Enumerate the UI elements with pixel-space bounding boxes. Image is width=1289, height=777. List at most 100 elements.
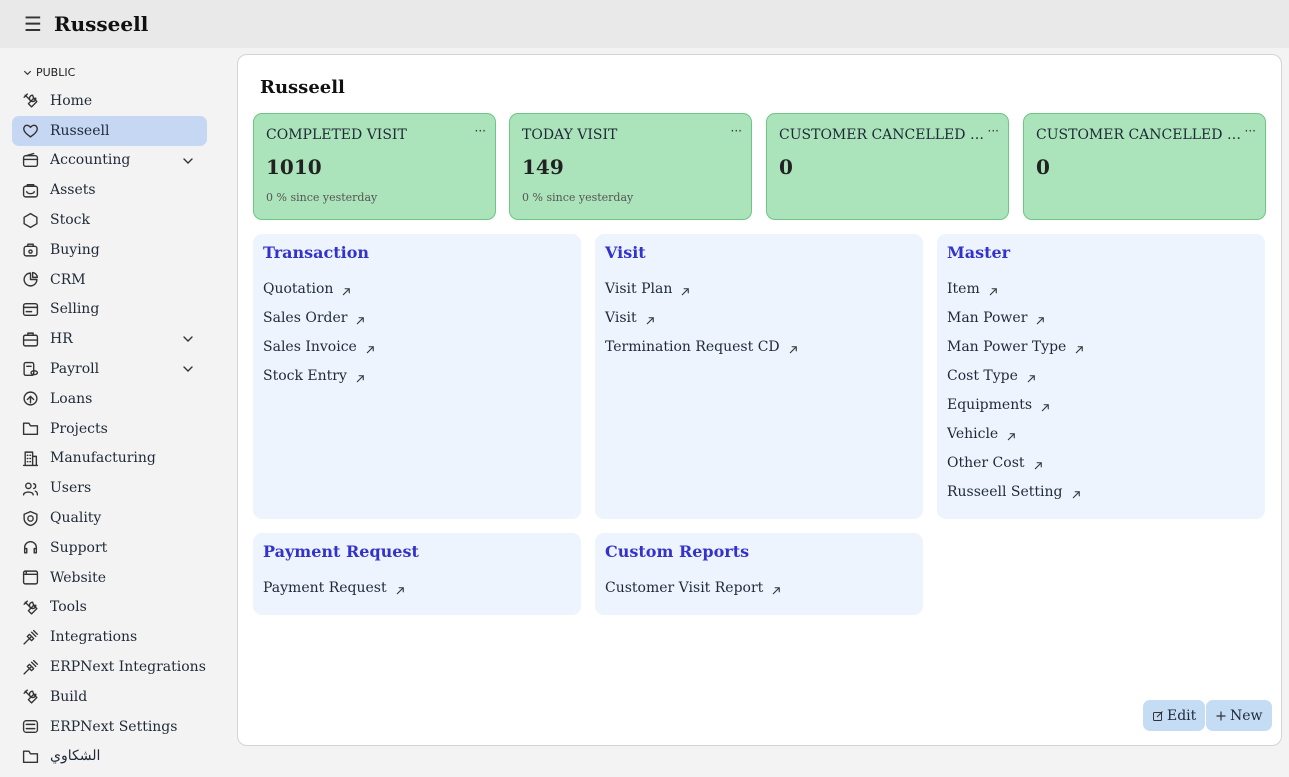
sidebar-item-label: HR [50,331,73,348]
link-visit[interactable]: Visit [605,310,913,339]
link-list: Customer Visit Report [605,580,913,609]
number-card-value: 149 [522,155,564,179]
number-card-label: COMPLETED VISIT [266,127,407,143]
sidebar-item-label: Stock [50,212,90,229]
sidebar-item-hr[interactable]: HR [12,324,207,354]
link-man-power[interactable]: Man Power [947,310,1255,339]
more-options-icon[interactable]: ··· [987,124,999,138]
more-options-icon[interactable]: ··· [1244,124,1256,138]
sidebar-item-accounting[interactable]: Accounting [12,146,207,176]
sidebar-item-integrations[interactable]: Integrations [12,622,207,652]
sidebar-item-home[interactable]: Home [12,86,207,116]
sidebar-item-build[interactable]: Build [12,682,207,712]
arrow-up-right-icon [1027,375,1035,383]
arrow-up-right-icon [646,317,654,325]
card-visit: Visit Visit Plan Visit Termination Request … [595,234,923,519]
link-other-cost[interactable]: Other Cost [947,455,1255,484]
link-stock-entry[interactable]: Stock Entry [263,368,571,397]
number-card[interactable]: COMPLETED VISIT ··· 1010 0 % since yesterda… [253,113,496,220]
users-icon [22,482,39,496]
link-equipments[interactable]: Equipments [947,397,1255,426]
sidebar-item-assets[interactable]: Assets [12,175,207,205]
link-label: Russeell Setting [947,484,1063,500]
arrow-up-right-icon [366,346,374,354]
more-options-icon[interactable]: ··· [474,124,486,138]
sidebar-item-projects[interactable]: Projects [12,414,207,444]
sidebar-item-crm[interactable]: CRM [12,265,207,295]
hamburger-icon[interactable]: ☰ [24,12,42,36]
link-cost-type[interactable]: Cost Type [947,368,1255,397]
link-label: Payment Request [263,580,387,596]
link-sales-invoice[interactable]: Sales Invoice [263,339,571,368]
number-card[interactable]: TODAY VISIT ··· 149 0 % since yesterday [509,113,752,220]
link-label: Sales Order [263,310,348,326]
link-label: Customer Visit Report [605,580,764,596]
building-icon [22,451,39,467]
sidebar-item-label: Users [50,480,92,497]
link-russeell-setting[interactable]: Russeell Setting [947,484,1255,513]
sidebar-item-label: CRM [50,271,86,288]
link-sales-order[interactable]: Sales Order [263,310,571,339]
sidebar-item-quality[interactable]: Quality [12,503,207,533]
tools-icon [23,93,38,108]
arrow-up-right-icon [1041,404,1049,412]
arrow-up-right-icon [773,587,781,595]
chevron-down-icon [23,70,32,76]
hexagon-icon [23,212,38,228]
sidebar-item-payroll[interactable]: Payroll [12,354,207,384]
page-title: Russeell [260,77,345,98]
sidebar-item-selling[interactable]: Selling [12,295,207,325]
link-customer-visit-report[interactable]: Customer Visit Report [605,580,913,609]
sidebar-item-website[interactable]: Website [12,563,207,593]
sidebar: PUBLIC Home Russeell Accounting Assets Stock… [0,48,222,777]
browser-icon [22,570,39,585]
link-visit-plan[interactable]: Visit Plan [605,281,913,310]
link-man-power-type[interactable]: Man Power Type [947,339,1255,368]
number-card-value: 0 [1036,155,1050,179]
wallet-icon [22,152,39,168]
number-card-trend: 0 % since yesterday [522,191,634,204]
arrow-up-right-icon [1037,317,1045,325]
sidebar-item-label: ERPNext Settings [50,718,178,735]
more-options-icon[interactable]: ··· [730,124,742,138]
sidebar-item-stock[interactable]: Stock [12,205,207,235]
card-title: Custom Reports [605,542,750,561]
sidebar-item-loans[interactable]: Loans [12,384,207,414]
arrow-up-right-icon [1072,491,1080,499]
link-termination-request-cd[interactable]: Termination Request CD [605,339,913,368]
headset-icon [23,541,38,554]
sidebar-item-russeell[interactable]: Russeell [12,115,207,146]
sidebar-item-label: Accounting [50,152,131,169]
sidebar-item-erpnext-settings[interactable]: ERPNext Settings [12,712,207,742]
link-label: Other Cost [947,455,1025,471]
sidebar-item-label: Buying [50,241,100,258]
sidebar-item-label: Projects [50,420,108,437]
sidebar-item-buying[interactable]: Buying [12,235,207,265]
workspace-panel: Russeell COMPLETED VISIT ··· 1010 0 % since… [237,54,1282,746]
link-label: Termination Request CD [605,339,780,355]
number-card[interactable]: CUSTOMER CANCELLED VISIT ··· 0 [766,113,1009,220]
new-button[interactable]: New [1206,700,1272,731]
sidebar-item-support[interactable]: Support [12,533,207,563]
edit-button-label: Edit [1167,707,1197,724]
number-card[interactable]: CUSTOMER CANCELLED VISIT ··· 0 [1023,113,1266,220]
chevron-down-icon [183,336,193,343]
link-quotation[interactable]: Quotation [263,281,571,310]
link-payment-request[interactable]: Payment Request [263,580,571,609]
chevron-down-icon [183,366,193,373]
link-item[interactable]: Item [947,281,1255,310]
sidebar-item-label: Build [50,688,88,705]
edit-button[interactable]: Edit [1143,700,1206,731]
sidebar-item-users[interactable]: Users [12,473,207,503]
shield-icon [23,510,38,526]
sidebar-item-item-22[interactable]: الشكاوي [12,742,207,772]
sidebar-item-manufacturing[interactable]: Manufacturing [12,444,207,474]
sidebar-section-public[interactable]: PUBLIC [22,66,75,79]
sidebar-item-erpnext-integrations[interactable]: ERPNext Integrations [12,652,207,682]
sidebar-item-tools[interactable]: Tools [12,593,207,623]
link-label: Sales Invoice [263,339,357,355]
link-vehicle[interactable]: Vehicle [947,426,1255,455]
number-card-label: CUSTOMER CANCELLED VISIT [1036,127,1244,143]
number-card-value: 1010 [266,155,322,179]
basket-icon [23,243,38,257]
